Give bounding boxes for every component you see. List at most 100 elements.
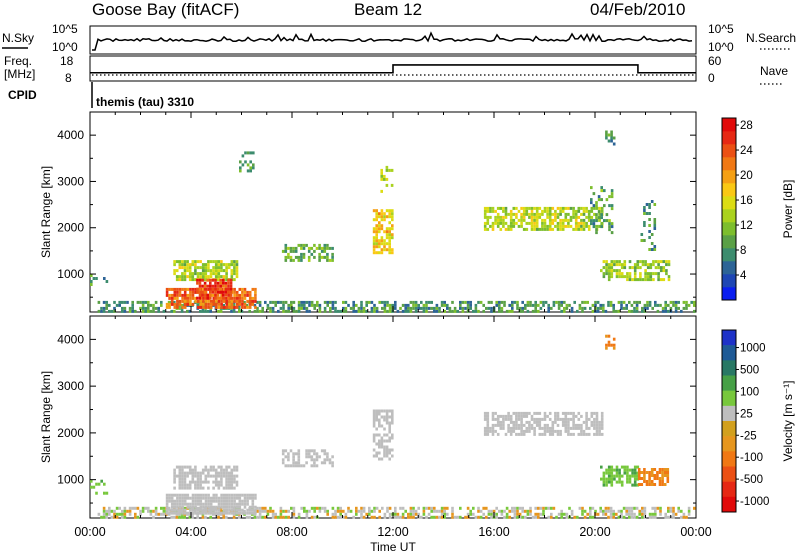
data-cell (103, 482, 106, 486)
data-cell (196, 474, 200, 478)
data-cell (383, 239, 386, 243)
data-cell (186, 486, 189, 490)
data-cell (620, 465, 624, 469)
data-cell (492, 509, 496, 513)
data-cell (645, 471, 649, 474)
data-cell (548, 227, 552, 231)
data-cell (602, 512, 605, 516)
data-cell (251, 296, 255, 300)
data-cell (225, 305, 229, 309)
data-cell (525, 429, 529, 433)
data-cell (186, 263, 189, 267)
data-cell (274, 300, 277, 304)
data-cell (199, 483, 202, 487)
data-cell (212, 486, 215, 490)
data-cell (666, 468, 670, 471)
data-cell (607, 275, 611, 279)
data-cell (284, 249, 288, 253)
data-cell (372, 436, 376, 440)
data-cell (206, 293, 209, 297)
data-cell (391, 236, 394, 240)
data-cell (219, 287, 222, 291)
noise-right-tick-top: 10^5 (708, 22, 734, 36)
data-cell (630, 303, 634, 307)
data-cell (595, 201, 598, 205)
data-cell (225, 263, 228, 267)
data-cell (378, 421, 381, 425)
data-cell (622, 515, 626, 519)
data-cell (176, 296, 179, 300)
data-cell (198, 296, 202, 300)
data-cell (178, 502, 182, 506)
data-cell (653, 203, 657, 206)
data-cell (615, 512, 618, 516)
data-cell (516, 506, 519, 510)
data-cell (168, 511, 171, 515)
data-cell (173, 287, 177, 291)
data-cell (587, 215, 591, 219)
data-cell (90, 283, 93, 286)
data-cell (203, 290, 207, 294)
data-cell (183, 511, 187, 515)
data-cell (443, 512, 446, 516)
data-cell (313, 243, 316, 247)
data-cell (196, 260, 200, 264)
data-cell (233, 502, 236, 506)
data-cell (657, 260, 660, 264)
data-cell (189, 302, 192, 306)
data-cell (636, 471, 640, 475)
data-cell (576, 515, 579, 519)
data-cell (203, 284, 207, 288)
data-cell (435, 509, 439, 513)
data-cell (214, 477, 218, 481)
data-cell (546, 224, 549, 228)
data-cell (362, 306, 366, 310)
data-cell (289, 464, 293, 468)
data-cell (649, 266, 653, 270)
colorbar-frame (721, 117, 737, 301)
data-cell (178, 465, 182, 469)
data-cell (530, 212, 534, 216)
data-cell (188, 465, 192, 469)
data-cell (507, 426, 510, 430)
data-cell (105, 491, 109, 495)
data-cell (176, 302, 179, 306)
data-cell (512, 206, 516, 210)
data-cell (152, 306, 155, 310)
data-cell (425, 515, 428, 519)
data-cell (610, 222, 614, 226)
data-cell (207, 480, 210, 484)
data-cell (165, 499, 169, 503)
data-cell (565, 515, 569, 519)
data-cell (646, 303, 649, 307)
data-cell (178, 263, 182, 267)
data-cell (176, 287, 179, 291)
data-cell (589, 306, 592, 310)
data-cell (633, 306, 636, 310)
data-cell (342, 309, 345, 313)
data-cell (607, 303, 610, 307)
data-cell (313, 306, 316, 310)
data-cell (507, 411, 510, 415)
data-cell (165, 293, 169, 297)
data-cell (651, 515, 654, 519)
data-cell (512, 420, 516, 424)
data-cell (564, 417, 568, 421)
data-cell (609, 512, 613, 516)
data-cell (284, 258, 288, 262)
data-cell (302, 255, 306, 259)
data-cell (128, 506, 132, 510)
data-cell (334, 512, 337, 516)
data-cell (331, 512, 335, 516)
colorbar-segment (722, 274, 736, 288)
data-cell (373, 515, 376, 519)
data-cell (412, 306, 415, 310)
data-cell (201, 293, 204, 297)
data-cell (230, 502, 234, 506)
colorbar-tick-label: -500 (740, 474, 763, 486)
data-cell (224, 287, 228, 291)
data-cell (650, 233, 654, 236)
data-cell (176, 511, 179, 515)
data-cell (355, 309, 358, 313)
data-cell (199, 299, 203, 303)
